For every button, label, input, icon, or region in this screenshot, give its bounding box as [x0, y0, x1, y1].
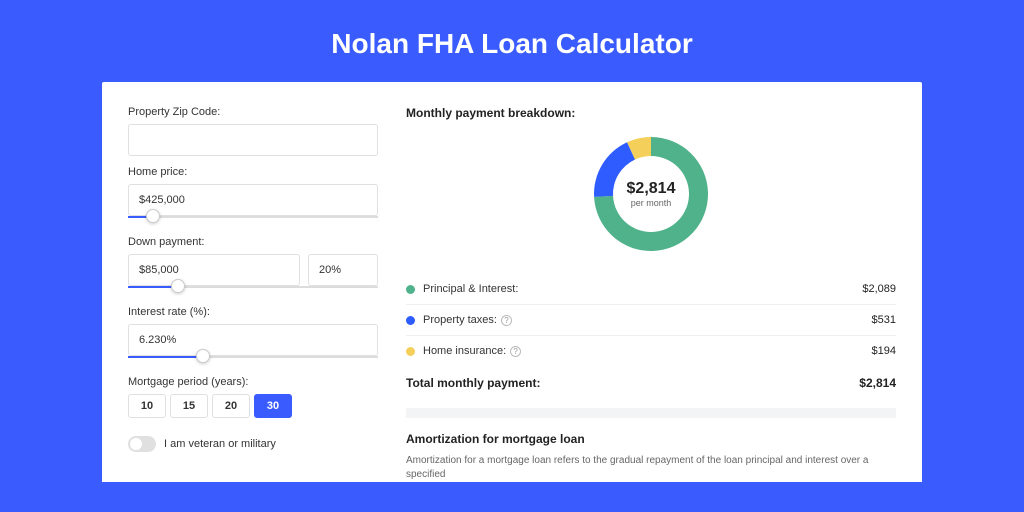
period-option-30[interactable]: 30: [254, 394, 292, 418]
total-row: Total monthly payment: $2,814: [406, 366, 896, 400]
total-label: Total monthly payment:: [406, 376, 859, 390]
legend-dot: [406, 285, 415, 294]
amortization-title: Amortization for mortgage loan: [406, 432, 896, 446]
down-payment-input[interactable]: [128, 254, 300, 286]
legend-value: $194: [872, 345, 896, 357]
period-option-15[interactable]: 15: [170, 394, 208, 418]
zip-label: Property Zip Code:: [128, 106, 378, 118]
donut-amount: $2,814: [627, 180, 676, 198]
donut-sub: per month: [627, 198, 676, 208]
legend-dot: [406, 316, 415, 325]
interest-rate-label: Interest rate (%):: [128, 306, 378, 318]
veteran-label: I am veteran or military: [164, 438, 276, 450]
home-price-input[interactable]: [128, 184, 378, 216]
down-payment-pct-input[interactable]: [308, 254, 378, 286]
results-panel: Monthly payment breakdown: $2,814 per mo…: [406, 106, 896, 482]
legend-value: $531: [872, 314, 896, 326]
zip-input[interactable]: [128, 124, 378, 156]
calculator-card: Property Zip Code: Home price: Down paym…: [102, 82, 922, 482]
period-option-20[interactable]: 20: [212, 394, 250, 418]
donut-chart: $2,814 per month: [591, 134, 711, 254]
total-value: $2,814: [859, 376, 896, 390]
interest-rate-slider[interactable]: [128, 354, 378, 366]
input-panel: Property Zip Code: Home price: Down paym…: [128, 106, 378, 482]
mortgage-period-group: 10152030: [128, 394, 378, 418]
page-title: Nolan FHA Loan Calculator: [0, 0, 1024, 82]
interest-rate-input[interactable]: [128, 324, 378, 356]
home-price-slider[interactable]: [128, 214, 378, 226]
period-option-10[interactable]: 10: [128, 394, 166, 418]
legend-value: $2,089: [862, 283, 896, 295]
legend-row: Property taxes:?$531: [406, 305, 896, 336]
legend-label: Home insurance:?: [423, 345, 872, 357]
amortization-section: Amortization for mortgage loan Amortizat…: [406, 408, 896, 482]
legend-label: Property taxes:?: [423, 314, 872, 326]
info-icon[interactable]: ?: [501, 315, 512, 326]
home-price-label: Home price:: [128, 166, 378, 178]
legend-dot: [406, 347, 415, 356]
mortgage-period-label: Mortgage period (years):: [128, 376, 378, 388]
down-payment-label: Down payment:: [128, 236, 378, 248]
down-payment-slider[interactable]: [128, 284, 378, 296]
info-icon[interactable]: ?: [510, 346, 521, 357]
amortization-text: Amortization for a mortgage loan refers …: [406, 454, 896, 482]
legend-row: Home insurance:?$194: [406, 336, 896, 366]
legend-row: Principal & Interest:$2,089: [406, 274, 896, 305]
legend-label: Principal & Interest:: [423, 283, 862, 295]
veteran-toggle[interactable]: [128, 436, 156, 452]
toggle-knob: [130, 438, 142, 450]
breakdown-title: Monthly payment breakdown:: [406, 106, 896, 120]
